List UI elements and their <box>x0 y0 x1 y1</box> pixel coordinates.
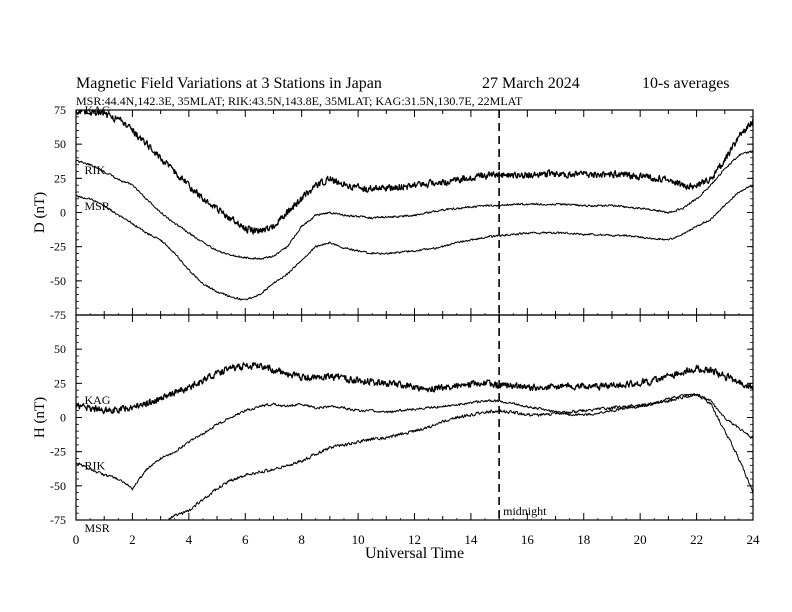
x-tick-label: 14 <box>464 532 478 547</box>
y-tick-label-D: 75 <box>54 103 66 117</box>
y-tick-label-H: -50 <box>50 479 66 493</box>
x-tick-label: 16 <box>521 532 535 547</box>
y-tick-label-D: -50 <box>50 274 66 288</box>
station-label-msr-H: MSR <box>84 521 109 535</box>
y-tick-label-D: -75 <box>50 308 66 322</box>
chart-date: 27 March 2024 <box>482 75 580 92</box>
station-label-rik-H: RIK <box>84 458 105 472</box>
midnight-annotation: midnight <box>503 504 547 518</box>
station-label-kag-H: KAG <box>84 393 110 407</box>
series-line-rik-D <box>76 150 753 260</box>
y-tick-label-D: 0 <box>60 206 66 220</box>
series-line-kag-D <box>76 110 753 235</box>
x-tick-label: 18 <box>577 532 590 547</box>
x-tick-label: 20 <box>634 532 647 547</box>
series-line-kag-H <box>76 361 753 415</box>
x-tick-label: 24 <box>747 532 761 547</box>
station-label-kag-D: KAG <box>84 103 110 117</box>
x-tick-label: 8 <box>298 532 305 547</box>
panel-frame-D <box>75 109 754 316</box>
x-tick-label: 10 <box>352 532 365 547</box>
series-line-rik-H <box>76 393 753 491</box>
series-line-msr-H <box>79 393 753 520</box>
y-tick-label-D: 25 <box>54 171 66 185</box>
panels-layer: 75 50 25 0 -25 -50 -75 D (nT) KAG RIK MSR 50 25 0 -25 -… <box>32 103 760 562</box>
x-tick-label: 22 <box>690 532 703 547</box>
y-axis-label-D: D (nT) <box>32 192 48 233</box>
averaging-label: 10-s averages <box>642 75 730 92</box>
y-tick-label-D: 50 <box>54 137 66 151</box>
x-tick-label: 12 <box>408 532 421 547</box>
station-label-msr-D: MSR <box>84 199 109 213</box>
stations-info: MSR:44.4N,142.3E, 35MLAT; RIK:43.5N,143.… <box>76 94 523 108</box>
panel-frame-H <box>75 314 754 521</box>
series-line-msr-D <box>76 184 753 301</box>
x-axis-label: Universal Time <box>365 545 464 562</box>
y-tick-label-H: 50 <box>54 342 66 356</box>
x-tick-label: 4 <box>186 532 193 547</box>
chart-title: Magnetic Field Variations at 3 Stations … <box>76 75 382 92</box>
x-tick-label: 2 <box>129 532 136 547</box>
y-tick-label-H: 0 <box>60 411 66 425</box>
x-tick-label: 0 <box>73 532 80 547</box>
y-tick-label-H: 25 <box>54 376 66 390</box>
x-tick-label: 6 <box>242 532 249 547</box>
y-tick-label-H: -25 <box>50 445 66 459</box>
station-label-rik-D: RIK <box>84 163 105 177</box>
y-tick-label-H: -75 <box>50 513 66 527</box>
y-axis-label-H: H (nT) <box>32 397 48 438</box>
y-tick-label-D: -25 <box>50 240 66 254</box>
